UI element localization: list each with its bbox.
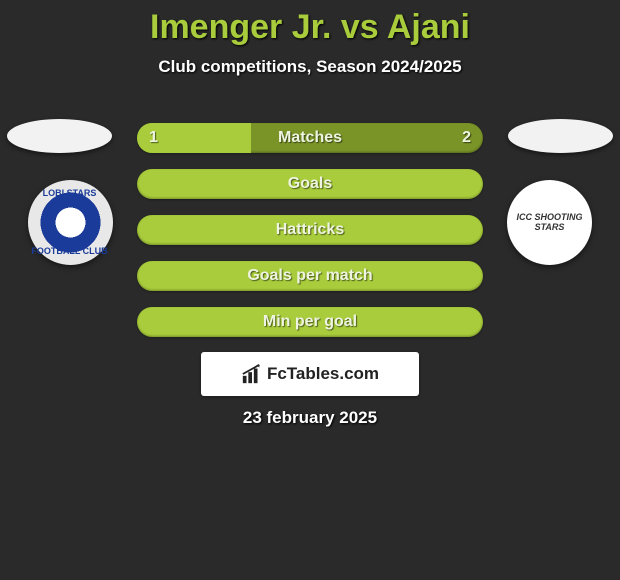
bar-mpg-label: Min per goal — [263, 313, 357, 331]
source-badge[interactable]: FcTables.com — [201, 352, 419, 396]
right-player-oval — [508, 119, 613, 153]
bar-matches-left-value: 1 — [149, 123, 158, 153]
comparison-date: 23 february 2025 — [0, 408, 620, 428]
stat-bars: 1 Matches 2 Goals Hattricks Goals per ma… — [137, 123, 483, 353]
bar-matches-right-value: 2 — [462, 123, 471, 153]
comparison-card: Imenger Jr. vs Ajani Club competitions, … — [0, 0, 620, 580]
bar-hattricks: Hattricks — [137, 215, 483, 245]
bar-matches: 1 Matches 2 — [137, 123, 483, 153]
subtitle: Club competitions, Season 2024/2025 — [0, 57, 620, 77]
left-player-oval — [7, 119, 112, 153]
right-crest-label: ICC SHOOTING STARS — [507, 213, 592, 233]
bar-goals-label: Goals — [288, 175, 332, 193]
right-club-crest: ICC SHOOTING STARS — [507, 180, 592, 265]
bar-goals: Goals — [137, 169, 483, 199]
bar-gpm-label: Goals per match — [247, 267, 372, 285]
page-title: Imenger Jr. vs Ajani — [0, 0, 620, 47]
bar-matches-label: Matches — [278, 129, 342, 147]
bar-chart-icon — [241, 363, 263, 385]
bar-min-per-goal: Min per goal — [137, 307, 483, 337]
source-badge-text: FcTables.com — [267, 364, 379, 384]
source-logo: FcTables.com — [241, 363, 379, 385]
bar-goals-per-match: Goals per match — [137, 261, 483, 291]
bar-hattricks-label: Hattricks — [276, 221, 344, 239]
left-club-crest — [28, 180, 113, 265]
